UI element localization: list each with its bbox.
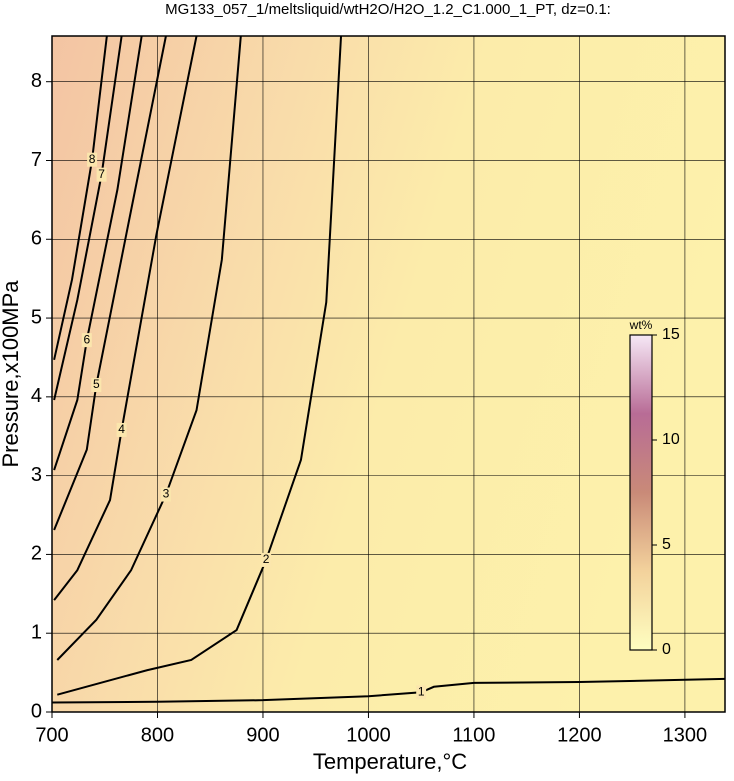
y-tick-label: 8: [31, 70, 42, 92]
contour-label-bg: [91, 378, 102, 393]
y-tick-label: 4: [31, 385, 42, 407]
contour-label-bg: [116, 422, 127, 437]
y-tick-label: 5: [31, 306, 42, 328]
x-axis-label: Temperature,°C: [313, 749, 467, 774]
x-tick-label: 900: [246, 724, 279, 746]
chart-title: MG133_057_1/meltsliquid/wtH2O/H2O_1.2_C1…: [165, 1, 611, 18]
contour-label: 7: [98, 167, 105, 181]
y-axis-label: Pressure,x100MPa: [0, 280, 23, 468]
contour-label-bg: [96, 167, 107, 182]
contour-label: 6: [83, 332, 90, 346]
contour-label: 2: [263, 552, 270, 566]
plot-background: [52, 36, 725, 712]
contour-line: [53, 35, 123, 401]
x-tick-label: 1000: [346, 724, 391, 746]
colorbar-tick-label: 15: [662, 326, 680, 343]
contour-line: [57, 35, 343, 696]
contour-label-bg: [87, 152, 98, 167]
y-tick-label: 0: [31, 700, 42, 722]
y-tick-label: 3: [31, 464, 42, 486]
contour-label: 5: [93, 377, 100, 391]
colorbar-tick-label: 5: [662, 536, 671, 553]
y-tick-label: 7: [31, 149, 42, 171]
contour-label-bg: [416, 685, 427, 700]
colorbar-tick-label: 0: [662, 641, 671, 658]
contour-label-bg: [160, 487, 171, 502]
contour-label: 1: [418, 684, 425, 698]
x-tick-label: 700: [35, 724, 68, 746]
x-tick-label: 1200: [557, 724, 602, 746]
plot-frame: [51, 35, 726, 713]
contour-label: 8: [89, 152, 96, 166]
contour-line: [53, 35, 108, 361]
colorbar-label: wt%: [629, 318, 653, 332]
contour-label: 4: [118, 422, 125, 436]
colorbar-tick-label: 10: [662, 431, 680, 448]
contour-label-bg: [81, 333, 92, 348]
y-tick-label: 1: [31, 621, 42, 643]
contour-label: 3: [163, 487, 170, 501]
contour-line: [53, 35, 198, 601]
x-tick-label: 800: [141, 724, 174, 746]
x-tick-label: 1100: [452, 724, 495, 746]
y-tick-label: 2: [31, 543, 42, 565]
colorbar: [629, 334, 653, 651]
contour-label-bg: [261, 552, 272, 567]
x-tick-label: 1300: [663, 724, 708, 746]
y-tick-label: 6: [31, 228, 42, 250]
